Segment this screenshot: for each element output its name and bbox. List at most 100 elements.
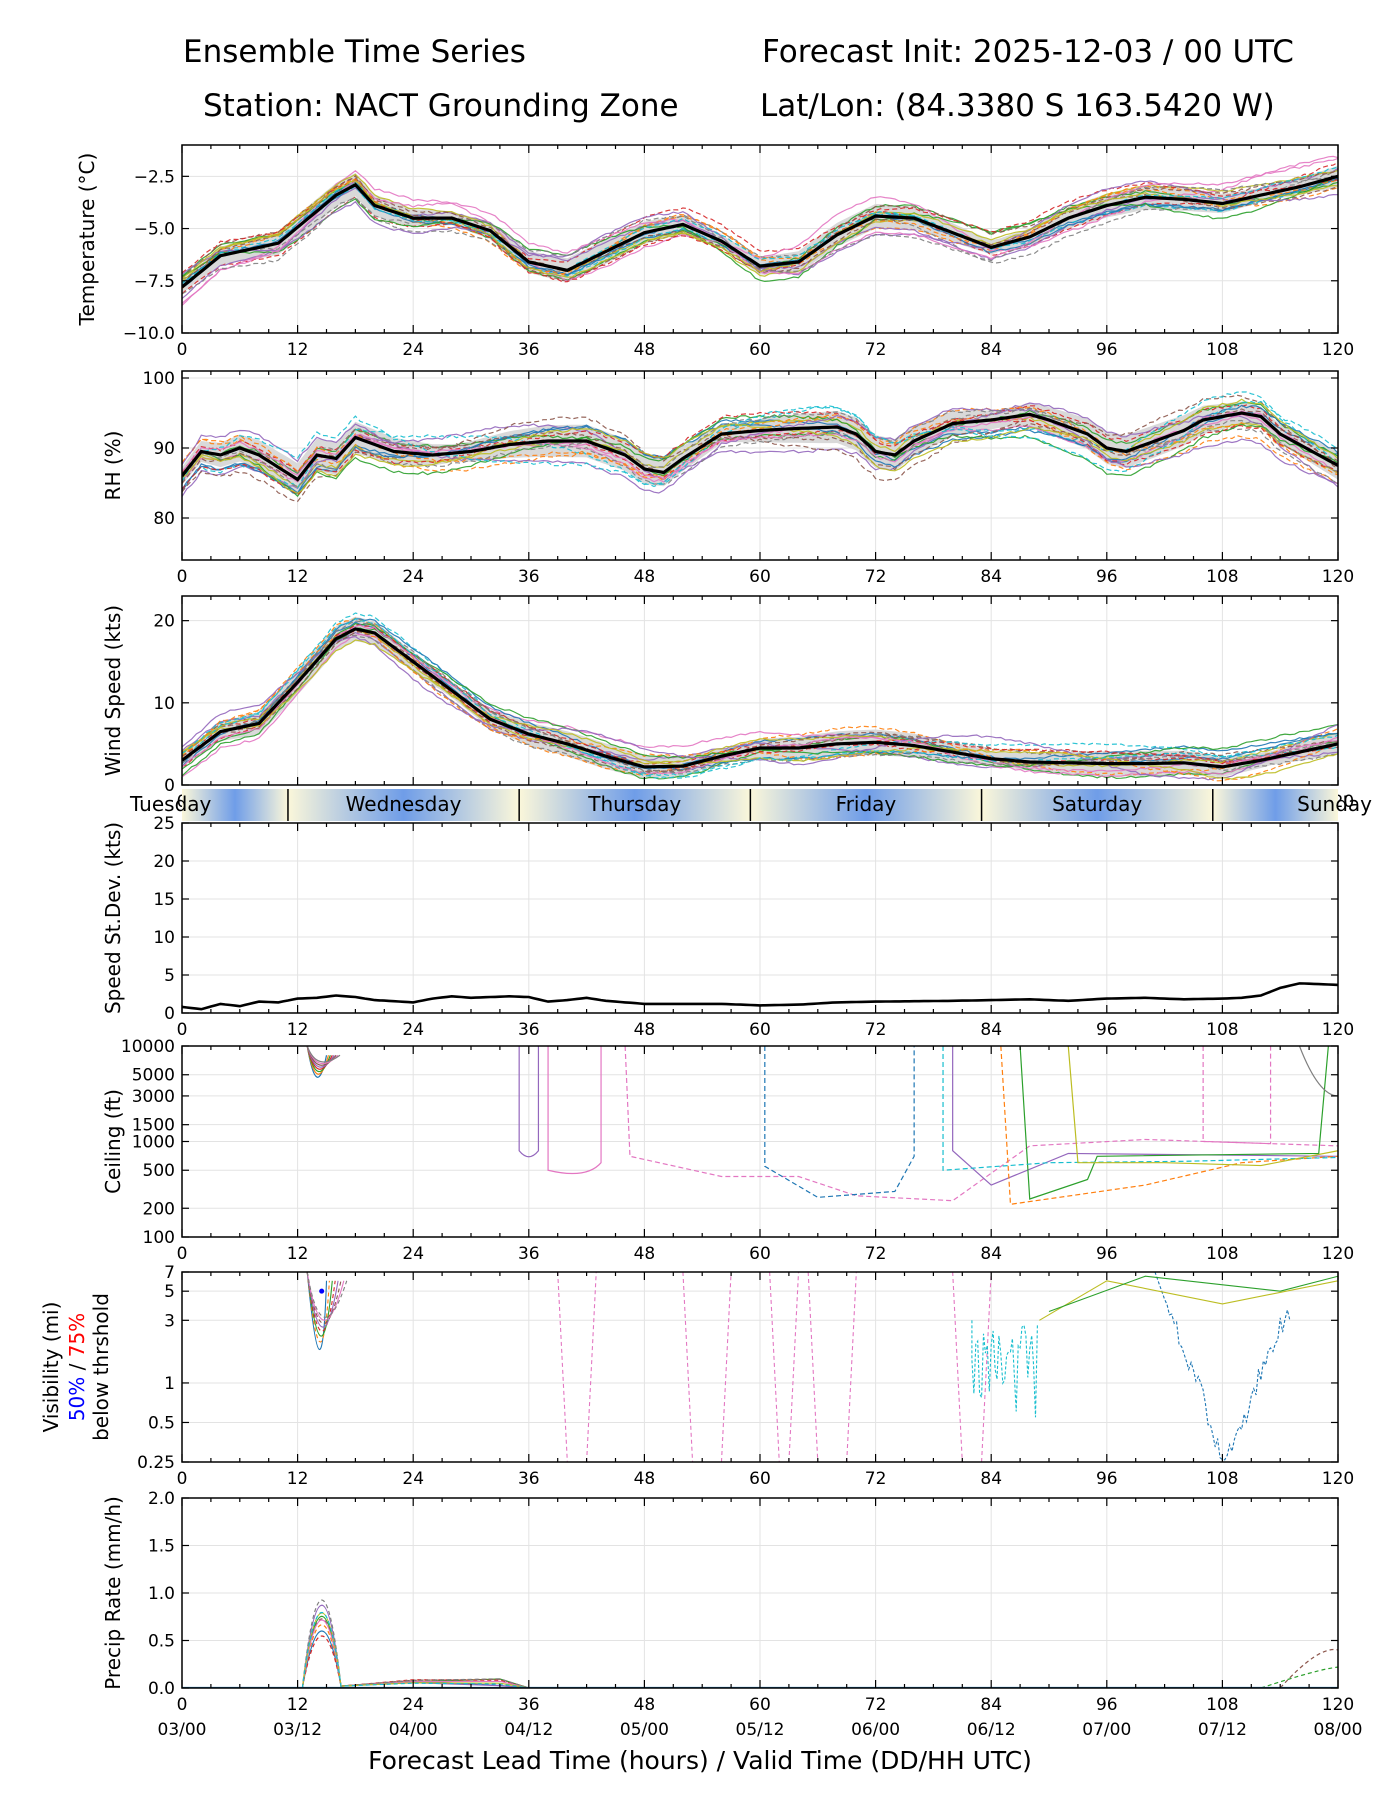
grid-precip: [181, 1497, 1339, 1689]
member-line: [182, 180, 1338, 276]
x-tick-label: 36: [518, 1695, 540, 1715]
panel-ceiling: 0 12 24 36 48 60 72 84 96 108 120 100 200 500 10001500…: [101, 1037, 1354, 1264]
x-tick-label: 48: [634, 340, 656, 360]
x-tick-label: 108: [1206, 567, 1238, 587]
valid-time-labels: 03/00 03/12 04/00 04/12 05/00 05/12 06/00 06/12…: [158, 1720, 1363, 1740]
x-tick-label: 0: [177, 567, 188, 587]
ticks-ceiling: [181, 1045, 1339, 1238]
visibility-members: [306, 1272, 1338, 1462]
ceiling-member-line: [547, 1046, 602, 1175]
ceiling-member-line: [1000, 1046, 1338, 1205]
day-segment: [519, 789, 751, 821]
ensemble-members: [182, 391, 1338, 503]
x-tick-label: 72: [865, 1020, 887, 1040]
visibility-member-line: [306, 1272, 339, 1328]
y-axis-label: Temperature (°C): [75, 153, 99, 327]
x-tick-label: 72: [865, 1244, 887, 1264]
day-label: Thursday: [587, 792, 681, 816]
ticks-temperature: [181, 145, 1339, 334]
plot-area-ceiling: [306, 1046, 1338, 1205]
grid-rh: [181, 371, 1339, 560]
visibility-member-line: [769, 1272, 800, 1462]
ticks-wind: [181, 596, 1339, 786]
y-tick-label: 15: [153, 890, 175, 910]
label-75: 75%: [65, 1313, 89, 1357]
day-segment: [182, 789, 288, 821]
x-tick-label: 48: [634, 1469, 656, 1489]
day-segment: [1212, 789, 1338, 821]
y-axis-label: RH (%): [101, 431, 125, 501]
y-tick-label: 0.5: [148, 1632, 175, 1652]
x-axis-label: Forecast Lead Time (hours) / Valid Time …: [368, 1746, 1032, 1775]
x-tick-label: 60: [749, 1244, 771, 1264]
y-tick-label: 0.25: [137, 1453, 175, 1473]
day-band: Tuesday Wednesday Thursday Friday Saturday Su…: [129, 789, 1372, 821]
member-line: [182, 635, 1338, 781]
day-segment: [981, 789, 1213, 821]
x-tick-label: 72: [865, 567, 887, 587]
y-tick-label: 25: [153, 814, 175, 834]
day-label: Sunday: [1297, 792, 1372, 816]
precip-member-line: [1279, 1648, 1338, 1688]
y-tick-label: 90: [153, 439, 175, 459]
visibility-member-line: [682, 1272, 732, 1462]
day-segment: [287, 789, 520, 821]
lat-lon: Lat/Lon: (84.3380 S 163.5420 W): [760, 88, 1275, 124]
member-line: [182, 404, 1338, 479]
plot-area-temperature: [182, 155, 1338, 306]
member-line: [182, 617, 1338, 777]
precip-member-line: [301, 1612, 529, 1688]
x-tick-label: 108: [1206, 1244, 1238, 1264]
member-line: [182, 632, 1338, 769]
x-tick-label: 24: [402, 1469, 424, 1489]
y-tick-label: 3: [164, 1311, 175, 1331]
y-tick-label: 1500: [132, 1116, 175, 1136]
x-tick-label: 84: [980, 1469, 1002, 1489]
ticks-rh: [181, 371, 1339, 560]
x-tick-label: 24: [402, 1020, 424, 1040]
member-line: [182, 168, 1338, 284]
y-tick-label: 1000: [132, 1133, 175, 1153]
x-tick-label: 48: [634, 567, 656, 587]
member-line: [182, 174, 1338, 283]
y-tick-label: 10: [153, 694, 175, 714]
y-tick-label: 100: [143, 1228, 175, 1248]
ceiling-member-line: [518, 1046, 540, 1158]
x-tick-label: 108: [1206, 1020, 1238, 1040]
day-label: Friday: [836, 792, 897, 816]
valid-time-label: 06/12: [967, 1720, 1016, 1740]
y-axis-label-threshold: 50% / 75%: [65, 1313, 89, 1421]
plot-area-visibility: [306, 1272, 1338, 1462]
x-tick-label: 120: [1322, 1020, 1354, 1040]
y-tick-label: 5: [164, 1282, 175, 1302]
x-tick-label: 0: [177, 1469, 188, 1489]
x-tick-label: 96: [1096, 567, 1118, 587]
x-tick-label: 24: [402, 1695, 424, 1715]
x-tick-label: 120: [1322, 1695, 1354, 1715]
visibility-member-line: [1154, 1272, 1291, 1461]
ticks-visibility: [181, 1271, 1339, 1463]
ceiling-member-line: [952, 1046, 1338, 1186]
x-tick-label: 12: [287, 1020, 309, 1040]
x-tick-label: 96: [1096, 1244, 1118, 1264]
member-line: [182, 414, 1338, 498]
ceiling-member-line: [1067, 1046, 1338, 1167]
valid-time-label: 05/12: [736, 1720, 785, 1740]
y-axis-label: Speed St.Dev. (kts): [101, 822, 125, 1014]
x-tick-label: 120: [1322, 1244, 1354, 1264]
x-tick-label: 48: [634, 1695, 656, 1715]
visibility-member-line: [306, 1272, 345, 1321]
day-segment: [750, 789, 982, 821]
day-label: Tuesday: [129, 792, 212, 816]
y-tick-label: 1: [164, 1374, 175, 1394]
x-tick-label: 60: [749, 1020, 771, 1040]
y-tick-label: 500: [143, 1161, 175, 1181]
member-line: [182, 175, 1338, 295]
x-tick-label: 108: [1206, 1469, 1238, 1489]
member-line: [182, 634, 1338, 775]
x-tick-label: 12: [287, 1244, 309, 1264]
x-tick-label: 72: [865, 1695, 887, 1715]
member-line: [182, 411, 1338, 496]
y-tick-label: 5000: [132, 1066, 175, 1086]
